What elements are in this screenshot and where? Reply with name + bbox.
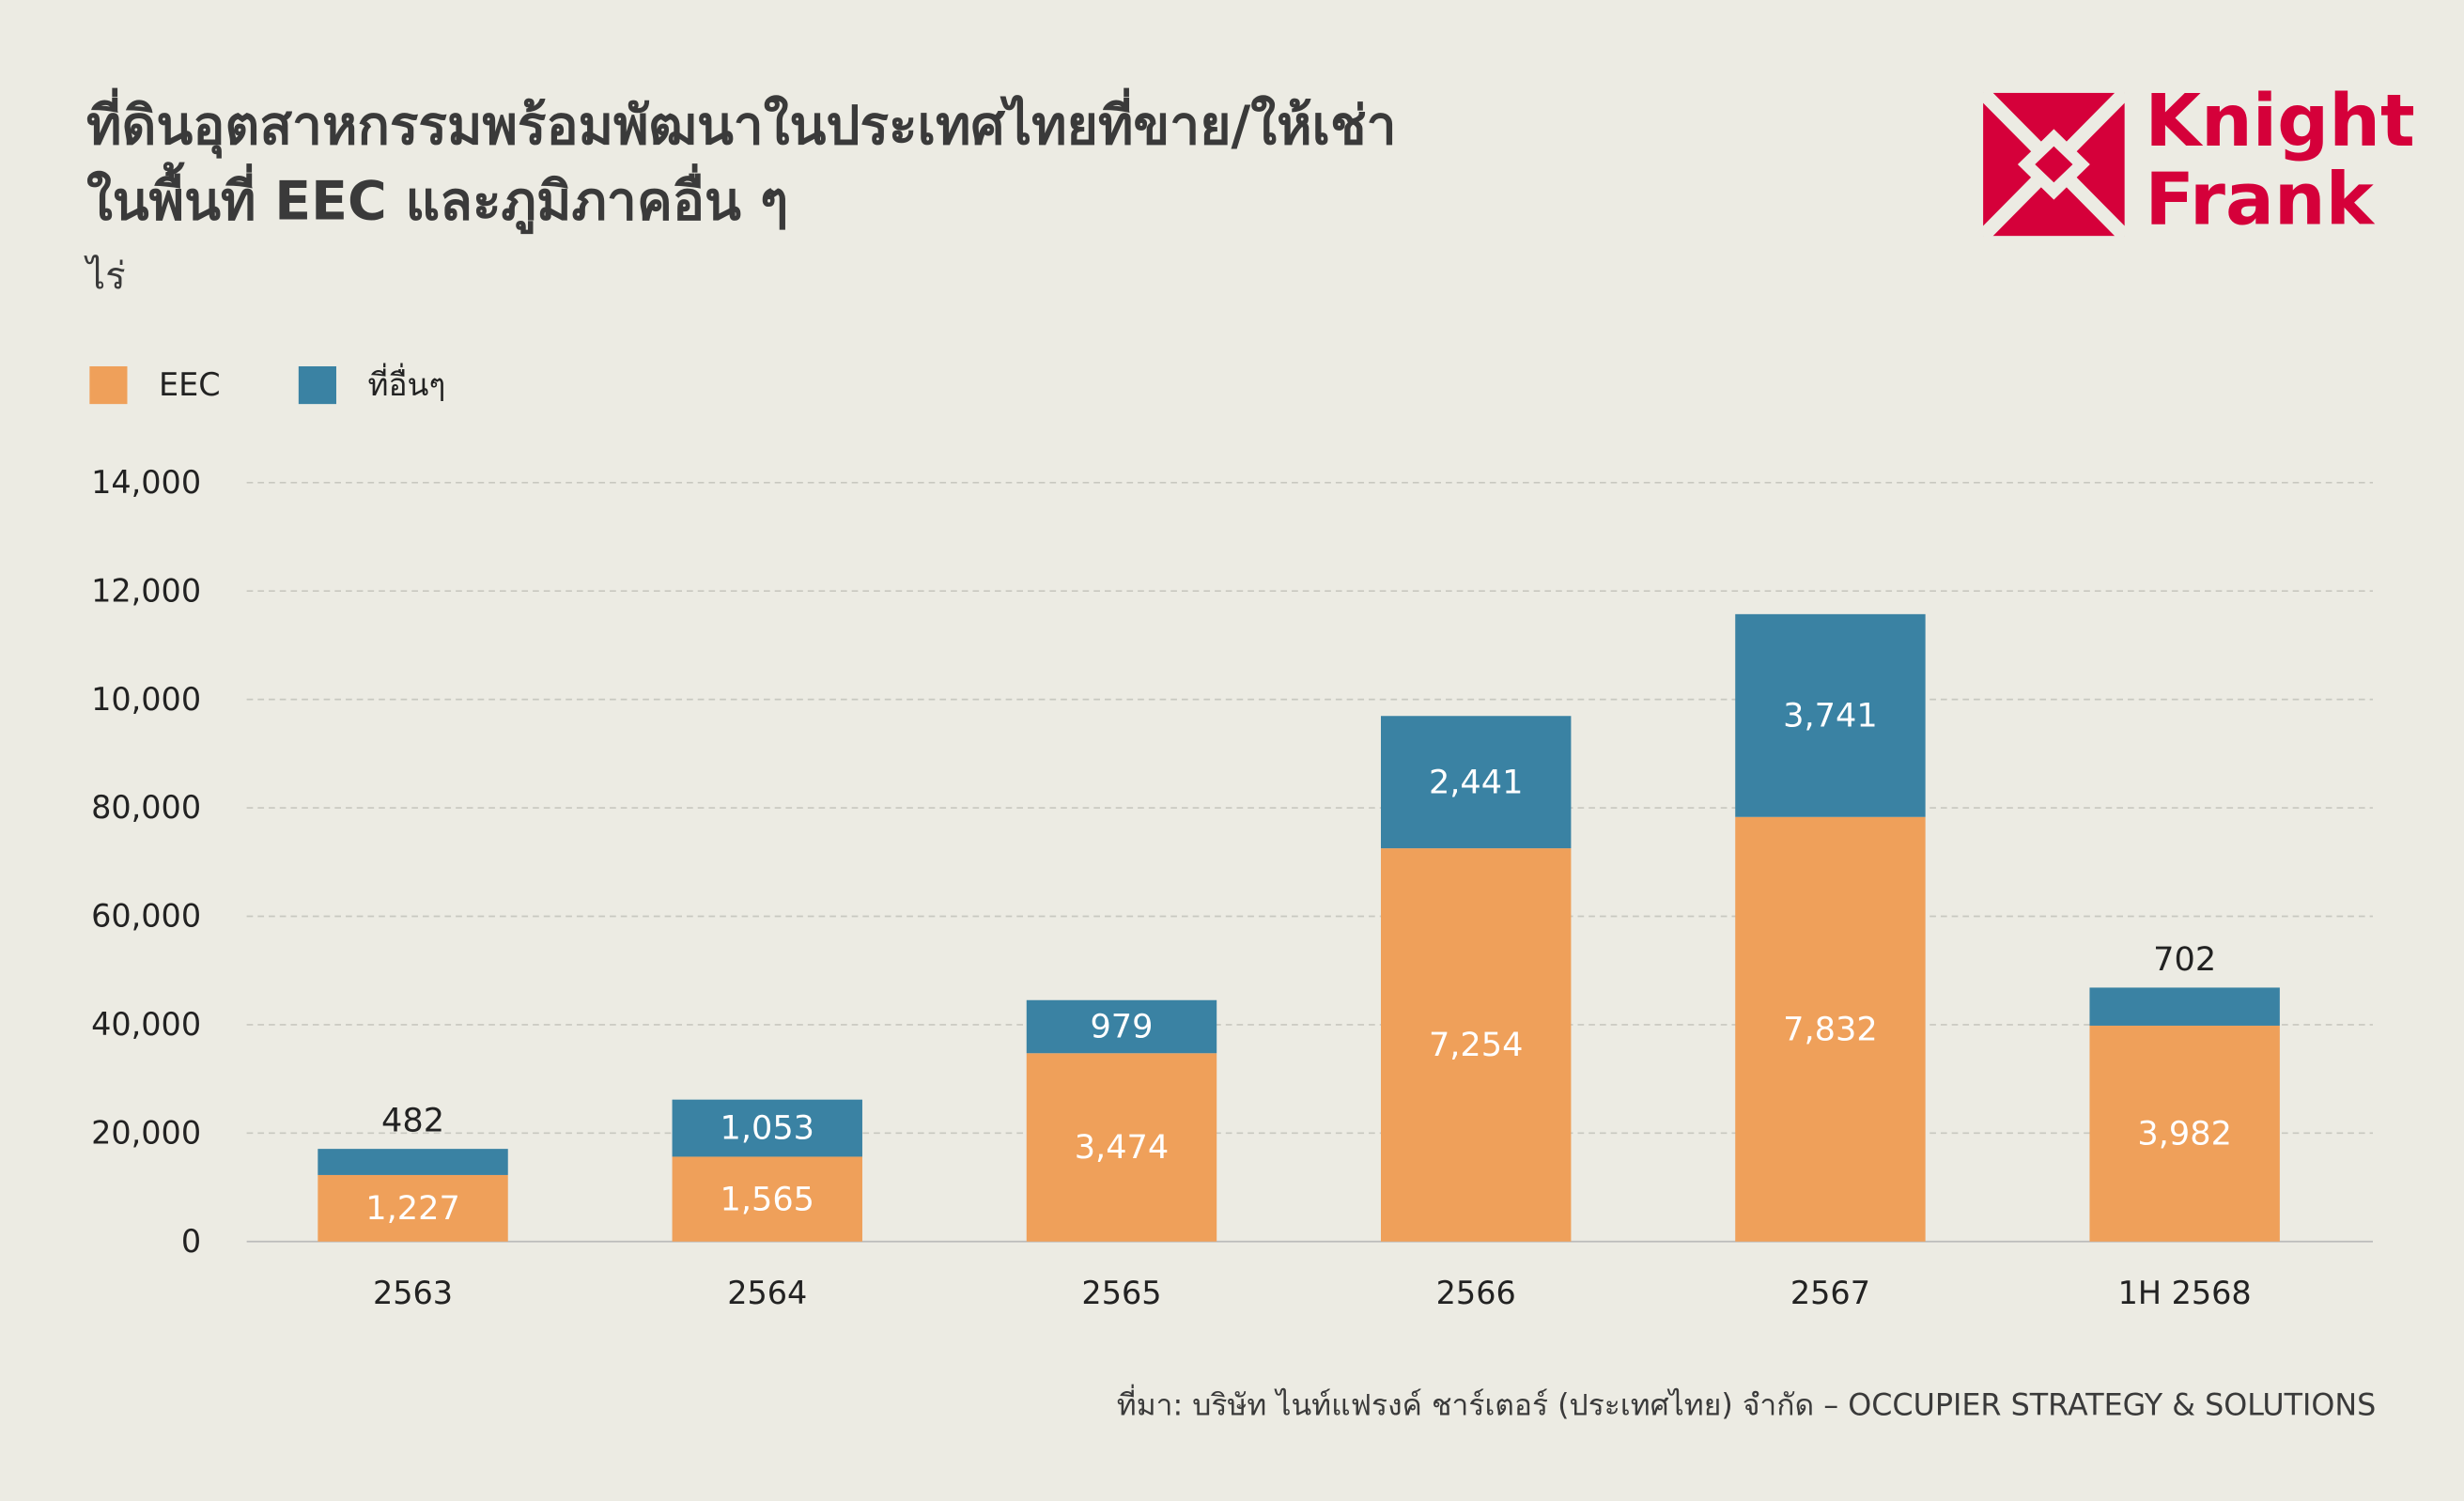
value-label: 3,741 [1783, 696, 1878, 735]
y-tick-label: 12,000 [91, 572, 201, 609]
y-tick-label: 0 [181, 1223, 201, 1260]
value-label: 3,982 [2137, 1115, 2232, 1153]
value-label: 1,053 [721, 1109, 815, 1148]
value-label: 2,441 [1429, 763, 1524, 801]
x-tick-label: 2563 [373, 1275, 453, 1311]
bar-segment [1381, 848, 1572, 1242]
bar-segment [1026, 1053, 1217, 1242]
logo-text: Knight [2145, 80, 2414, 163]
legend-label: ที่อื่นๆ [367, 363, 445, 403]
y-tick-label: 14,000 [91, 464, 201, 501]
logo-text: Frank [2145, 159, 2375, 242]
value-label: 702 [2153, 940, 2216, 979]
x-tick-label: 1H 2568 [2118, 1275, 2252, 1311]
bar-segment [672, 1099, 862, 1157]
bar-segment [1735, 816, 1926, 1242]
bar-segment [672, 1156, 862, 1242]
title-line: ในพื้นที่ EEC และภูมิภาคอื่น ๆ [86, 162, 788, 234]
value-label: 482 [381, 1102, 444, 1140]
value-label: 1,227 [365, 1189, 460, 1228]
value-label: 1,565 [721, 1180, 815, 1218]
value-label: 3,474 [1075, 1128, 1170, 1167]
legend-swatch [89, 365, 128, 405]
x-tick-label: 2564 [727, 1275, 807, 1311]
value-label: 979 [1090, 1008, 1153, 1046]
x-tick-label: 2566 [1436, 1275, 1516, 1311]
logo: Knight Frank [1977, 80, 2415, 242]
bar-segment [2089, 987, 2280, 1026]
y-tick-label: 80,000 [91, 789, 201, 826]
value-label: 7,832 [1783, 1010, 1878, 1048]
bar-segment [318, 1149, 508, 1175]
x-tick-label: 2565 [1081, 1275, 1161, 1311]
bar-segment [1381, 716, 1572, 849]
y-tick-label: 20,000 [91, 1115, 201, 1152]
bar-segment [318, 1174, 508, 1242]
legend-label: EEC [159, 366, 221, 403]
source: ที่มา: บริษัท ไนท์แฟรงค์ ชาร์เตอร์ (ประเ… [1117, 1384, 2377, 1422]
y-tick-label: 40,000 [91, 1006, 201, 1043]
y-tick-label: 10,000 [91, 681, 201, 718]
bar-segment [1026, 999, 1217, 1054]
bar-segment [2089, 1025, 2280, 1242]
title-line: ที่ดินอุตสาหกรรมพร้อมพัฒนาในประเทศไทยที่… [86, 87, 1397, 159]
subtitle: ไร่ [84, 255, 126, 298]
value-label: 7,254 [1429, 1026, 1524, 1064]
legend-swatch [298, 365, 336, 405]
y-tick-label: 60,000 [91, 898, 201, 935]
bar-segment [1735, 613, 1926, 817]
x-tick-label: 2567 [1790, 1275, 1870, 1311]
